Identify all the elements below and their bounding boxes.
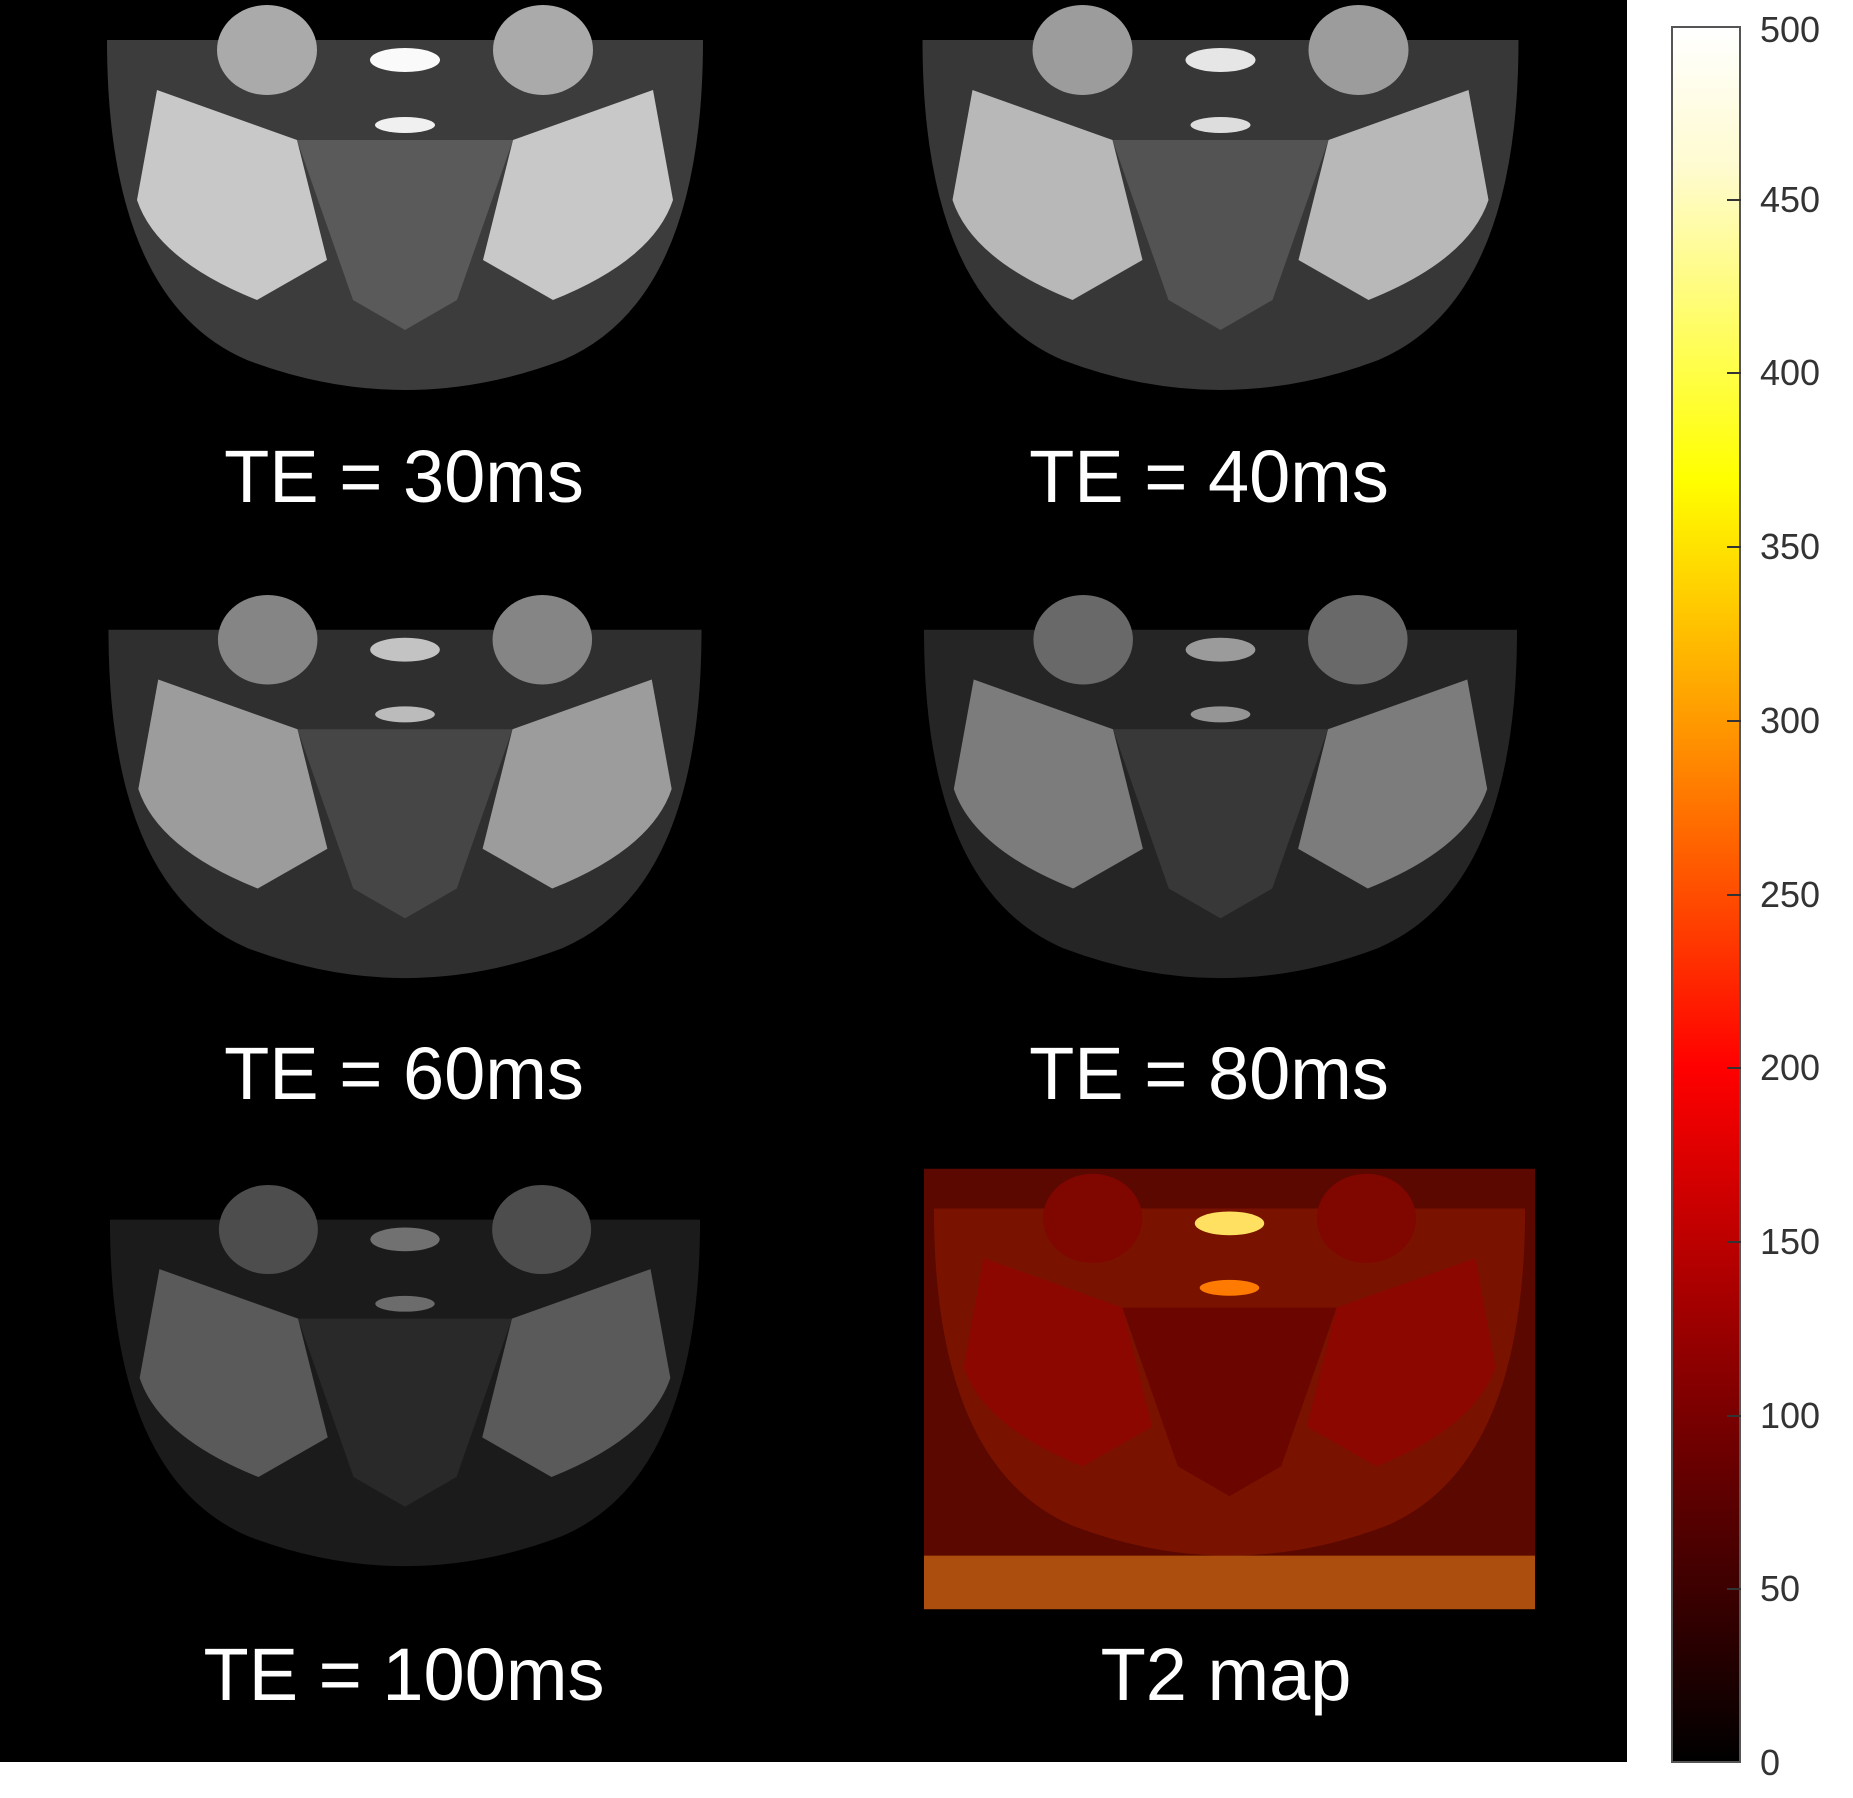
left-psoas bbox=[217, 594, 318, 685]
disc-highlight-lower bbox=[375, 117, 435, 133]
right-iliac-wing bbox=[482, 679, 672, 889]
right-psoas bbox=[493, 5, 593, 95]
sacrum bbox=[297, 729, 513, 919]
right-iliac-wing bbox=[1298, 90, 1489, 300]
disc-highlight bbox=[1185, 48, 1256, 72]
right-iliac-wing bbox=[482, 1269, 671, 1478]
right-psoas bbox=[492, 594, 593, 685]
right-psoas bbox=[1308, 594, 1408, 685]
disc-highlight bbox=[370, 637, 440, 662]
mri-image-te80 bbox=[923, 594, 1518, 979]
colorbar-tick-label: 50 bbox=[1760, 1568, 1801, 1610]
colorbar-tick-label: 300 bbox=[1760, 699, 1821, 741]
disc-highlight bbox=[1185, 637, 1256, 662]
left-iliac-wing bbox=[952, 90, 1143, 300]
sacrum bbox=[1113, 729, 1328, 919]
colorbar-tick bbox=[1727, 719, 1741, 722]
left-iliac-wing bbox=[953, 679, 1143, 889]
left-psoas bbox=[217, 5, 317, 95]
left-psoas bbox=[1043, 1173, 1143, 1264]
panel-label-te40: TE = 40ms bbox=[1029, 435, 1389, 518]
right-iliac-wing bbox=[1306, 1258, 1496, 1467]
colorbar-tick-label: 450 bbox=[1760, 178, 1821, 220]
panel-label-te100: TE = 100ms bbox=[203, 1633, 605, 1716]
colorbar-tick-label: 500 bbox=[1760, 9, 1821, 50]
colorbar-tick bbox=[1727, 1240, 1741, 1243]
disc-highlight-lower bbox=[375, 706, 435, 723]
sacrum bbox=[1122, 1307, 1337, 1497]
colorbar-tick-label: 250 bbox=[1760, 873, 1821, 915]
disc-highlight bbox=[370, 1227, 440, 1252]
left-iliac-wing bbox=[139, 1269, 328, 1478]
left-psoas bbox=[1032, 5, 1133, 95]
colorbar-tick bbox=[1727, 372, 1741, 375]
sacrum bbox=[1112, 140, 1329, 330]
colorbar-tick-label: 100 bbox=[1760, 1394, 1821, 1436]
sacrum bbox=[298, 1318, 512, 1507]
left-iliac-wing bbox=[138, 679, 328, 889]
disc-highlight bbox=[1194, 1211, 1265, 1236]
right-iliac-wing bbox=[1298, 679, 1488, 889]
right-psoas bbox=[1316, 1173, 1416, 1264]
right-psoas bbox=[492, 1184, 592, 1275]
colorbar-tick-label: 350 bbox=[1760, 526, 1821, 568]
mri-image-te30 bbox=[107, 5, 703, 390]
left-iliac-wing bbox=[137, 90, 327, 300]
colorbar-tick bbox=[1727, 546, 1741, 549]
t2-map-image bbox=[924, 1168, 1535, 1610]
panel-label-te80: TE = 80ms bbox=[1029, 1032, 1389, 1115]
colorbar-tick bbox=[1727, 893, 1741, 896]
sacrum bbox=[297, 140, 513, 330]
noise-region bbox=[924, 1555, 1535, 1610]
colorbar-tick-label: 0 bbox=[1760, 1742, 1781, 1783]
panel-label-te30: TE = 30ms bbox=[224, 435, 584, 518]
left-psoas bbox=[218, 1184, 318, 1275]
left-iliac-wing bbox=[963, 1258, 1153, 1467]
mri-image-te60 bbox=[108, 594, 702, 979]
disc-highlight-lower bbox=[375, 1295, 435, 1312]
colorbar-tick-label: 400 bbox=[1760, 352, 1821, 394]
mri-image-te100 bbox=[109, 1184, 701, 1567]
colorbar-tick bbox=[1727, 1414, 1741, 1417]
panel-label-te60: TE = 60ms bbox=[224, 1032, 584, 1115]
right-psoas bbox=[1308, 5, 1409, 95]
disc-highlight-lower bbox=[1199, 1279, 1260, 1296]
right-iliac-wing bbox=[483, 90, 673, 300]
mri-image-te40 bbox=[922, 5, 1519, 390]
disc-highlight-lower bbox=[1190, 117, 1251, 133]
disc-highlight-lower bbox=[1190, 706, 1251, 723]
colorbar-tick-label: 200 bbox=[1760, 1047, 1821, 1089]
left-psoas bbox=[1033, 594, 1133, 685]
colorbar-tick bbox=[1727, 1067, 1741, 1070]
colorbar-tick bbox=[1727, 1588, 1741, 1591]
colorbar-tick bbox=[1727, 198, 1741, 201]
panel-label-t2map: T2 map bbox=[1100, 1633, 1352, 1716]
colorbar-tick-label: 150 bbox=[1760, 1220, 1821, 1262]
figure-panel: TE = 30ms TE = 40ms TE = 60ms TE = 80ms … bbox=[0, 0, 1627, 1762]
disc-highlight bbox=[370, 48, 440, 72]
